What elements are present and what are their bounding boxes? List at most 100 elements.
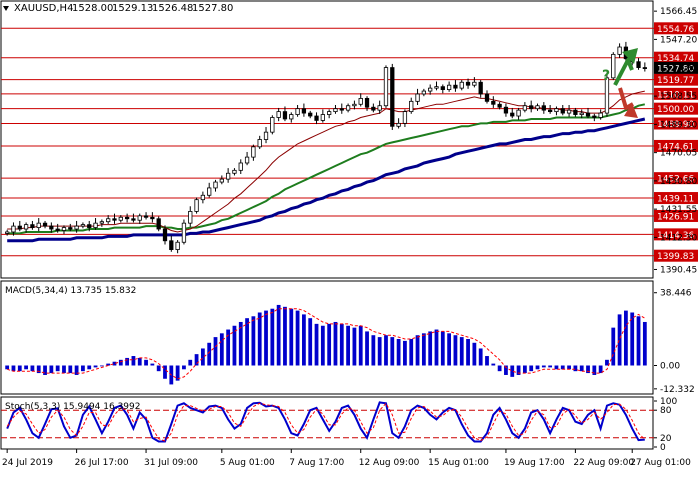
price-header: XAUUSD,H4 1528.00 1529.13 1526.48 1527.8… <box>3 3 233 14</box>
stoch-panel-frame <box>0 396 654 450</box>
candle-body <box>358 98 363 105</box>
macd-bar <box>320 325 325 366</box>
macd-bar <box>434 329 439 366</box>
candle-body <box>371 106 376 111</box>
candle-body <box>282 111 288 120</box>
price-tick-label: 1431.55 <box>660 205 697 215</box>
price-tick-label: 1470.05 <box>660 149 697 159</box>
stoch-tick-label: 80 <box>660 406 672 416</box>
macd-bar <box>636 316 641 366</box>
macd-bar <box>554 365 559 370</box>
macd-bar <box>308 318 313 366</box>
time-tick-label: 24 Jul 2019 <box>2 458 53 468</box>
candle-body <box>181 222 187 243</box>
time-tick-label: 15 Aug 01:00 <box>428 458 489 468</box>
time-tick-label: 26 Jul 17:00 <box>75 458 129 468</box>
macd-bar <box>548 365 553 368</box>
candle-body <box>642 67 647 69</box>
ma-slow-line <box>7 117 646 243</box>
macd-bar <box>352 327 357 366</box>
macd-panel: 38.446 0.00 -12.332 <box>5 289 695 395</box>
candle-body <box>232 169 237 174</box>
macd-bar <box>131 356 136 366</box>
macd-bar <box>598 365 603 374</box>
time-tick-label: 7 Aug 17:00 <box>289 458 344 468</box>
macd-bar <box>377 337 382 366</box>
macd-bar <box>491 363 496 366</box>
candle-body <box>68 227 73 230</box>
macd-bar <box>522 365 527 374</box>
candle-body <box>55 228 60 231</box>
macd-bar <box>251 316 256 366</box>
level-tag <box>654 249 698 262</box>
question-mark: ? <box>602 68 610 84</box>
candle-body <box>592 115 597 118</box>
candle-body <box>118 216 123 221</box>
macd-bar <box>24 365 28 370</box>
candle-body <box>156 218 161 230</box>
time-tick-label: 27 Aug 01:00 <box>630 458 691 468</box>
level-tag <box>654 102 698 115</box>
macd-panel-frame <box>0 280 654 395</box>
macd-bar <box>264 310 268 366</box>
macd-bar <box>93 365 98 368</box>
macd-bar <box>232 325 237 366</box>
candle-body <box>522 105 528 111</box>
macd-bar <box>106 363 111 366</box>
moving-averages <box>7 90 646 243</box>
macd-bar <box>409 339 414 366</box>
candle-body <box>535 105 540 110</box>
macd-bar <box>87 365 92 370</box>
candle-body <box>364 98 370 108</box>
level-label: 1534.74 <box>657 54 694 64</box>
level-label: 1426.91 <box>657 212 694 222</box>
candle-body <box>478 81 483 95</box>
candle-body <box>99 221 104 224</box>
candle-body <box>560 108 565 114</box>
time-tick-label: 31 Jul 09:00 <box>144 458 198 468</box>
macd-bar <box>175 365 180 381</box>
macd-bar <box>207 342 212 366</box>
stoch-tick-label: 0 <box>660 443 666 453</box>
candle-body <box>510 112 515 117</box>
macd-bar <box>504 365 508 375</box>
candle-body <box>207 187 212 196</box>
symbol-label: XAUUSD,H4 <box>14 3 73 14</box>
up-arrowhead-icon <box>622 48 638 64</box>
macd-bar <box>428 331 433 366</box>
macd-bar <box>99 365 104 367</box>
candle-body <box>573 109 578 115</box>
time-tick-label: 5 Aug 01:00 <box>220 458 275 468</box>
macd-bar <box>150 363 155 366</box>
candle-body <box>301 108 307 114</box>
candle-body <box>257 139 262 148</box>
candle-body <box>270 117 275 133</box>
level-label: 1414.36 <box>657 231 694 241</box>
candle-body <box>345 105 351 111</box>
candlesticks <box>5 41 647 254</box>
level-tag <box>654 73 698 86</box>
candle-body <box>339 108 344 111</box>
stoch-signal-line <box>6 402 646 442</box>
macd-bar <box>276 304 281 366</box>
level-label: 1510.11 <box>657 90 694 100</box>
candle-body <box>30 224 35 228</box>
macd-bar <box>472 342 477 366</box>
price-tick-label: 1547.20 <box>660 35 697 45</box>
candle-body <box>124 216 130 220</box>
candle-body <box>636 61 641 68</box>
price-panel-frame <box>0 0 654 279</box>
level-label: 1399.83 <box>657 252 694 262</box>
ma-mid-line <box>7 103 646 235</box>
candle-body <box>617 46 622 55</box>
candle-body <box>503 106 509 114</box>
time-tick-label: 12 Aug 09:00 <box>359 458 420 468</box>
candle-body <box>213 181 218 189</box>
candle-body <box>162 228 168 242</box>
macd-bar <box>605 359 609 366</box>
macd-bar <box>43 365 47 375</box>
macd-bar <box>529 365 534 372</box>
level-tag <box>654 87 698 100</box>
candle-body <box>175 241 180 250</box>
macd-bar <box>55 365 60 372</box>
